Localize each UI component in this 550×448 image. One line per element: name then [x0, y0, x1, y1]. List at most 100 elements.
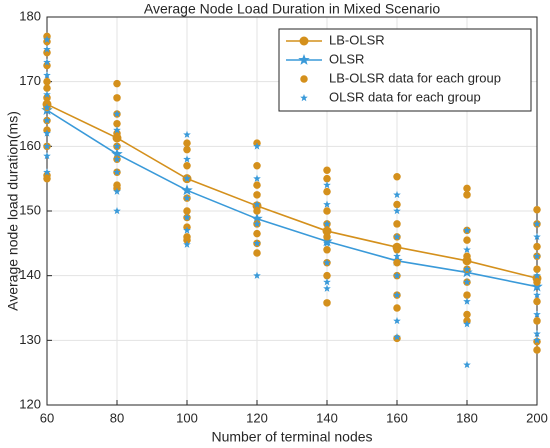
scatter-point	[533, 346, 541, 354]
scatter-point	[253, 219, 261, 228]
scatter-point	[463, 184, 471, 193]
scatter-point	[533, 297, 541, 306]
x-tick-label: 80	[110, 410, 124, 425]
scatter-point	[393, 207, 401, 215]
scatter-point	[533, 291, 541, 299]
y-axis-label: Average node load duration(ms)	[5, 111, 21, 311]
scatter-point	[323, 278, 331, 286]
scatter-point	[183, 213, 191, 221]
scatter-point	[43, 174, 51, 183]
legend-label: LB-OLSR data for each group	[329, 70, 501, 85]
scatter-point	[463, 291, 471, 299]
scatter-point	[533, 336, 541, 344]
legend-label: OLSR	[329, 51, 364, 66]
point-marker	[251, 212, 263, 224]
scatter-point	[183, 155, 191, 163]
y-tick-label: 130	[19, 332, 41, 347]
series-line	[46, 109, 538, 288]
scatter-point	[253, 229, 261, 238]
legend-label: OLSR data for each group	[329, 89, 481, 104]
scatter-point	[323, 187, 331, 196]
scatter-point	[393, 190, 401, 199]
scatter-point	[253, 271, 261, 279]
scatter-point	[43, 168, 51, 176]
scatter-point	[533, 271, 541, 279]
scatter-point	[43, 61, 51, 70]
scatter-point	[393, 258, 401, 267]
legend-symbol	[300, 75, 308, 83]
scatter-point	[393, 252, 401, 260]
scatter-point	[183, 226, 191, 234]
scatter-point	[323, 200, 331, 208]
scatter-point	[323, 181, 331, 189]
x-tick-label: 120	[246, 410, 268, 425]
scatter-point	[113, 142, 121, 150]
scatter-point	[253, 161, 261, 170]
scatter-point	[323, 174, 331, 183]
scatter-point	[533, 205, 541, 214]
scatter-point	[113, 79, 121, 88]
scatter-point	[463, 297, 471, 305]
scatter-point	[533, 242, 541, 251]
scatter-point	[113, 119, 121, 128]
scatter-point	[463, 245, 471, 254]
point-marker	[181, 184, 193, 196]
scatter-point	[533, 310, 541, 318]
series-line	[46, 103, 538, 280]
scatter-point	[113, 94, 121, 102]
scatter-point	[533, 278, 541, 286]
scatter-point	[463, 226, 471, 234]
scatter-point	[183, 194, 191, 202]
scatter-point	[43, 77, 51, 86]
scatter-point	[533, 265, 541, 273]
scatter-point	[393, 220, 401, 228]
scatter-point	[323, 219, 331, 228]
scatter-point	[253, 174, 261, 182]
scatter-point	[323, 207, 331, 215]
x-tick-label: 160	[386, 410, 408, 425]
scatter-point	[113, 129, 121, 138]
scatter-point	[323, 246, 331, 254]
scatter-point	[183, 174, 191, 182]
scatter-point	[463, 265, 471, 273]
scatter-point	[183, 161, 191, 170]
scatter-point	[533, 252, 541, 260]
scatter-point	[183, 240, 191, 248]
x-tick-label: 140	[316, 410, 338, 425]
scatter-point	[43, 90, 51, 98]
y-tick-label: 150	[19, 202, 41, 217]
scatter-point	[463, 252, 471, 261]
scatter-point	[463, 278, 471, 286]
scatter-point	[393, 333, 401, 341]
scatter-point	[463, 360, 471, 369]
scatter-point	[43, 129, 51, 137]
scatter-point	[113, 187, 121, 195]
scatter-point	[43, 48, 51, 57]
legend-box	[278, 28, 532, 112]
chart-title: Average Node Load Duration in Mixed Scen…	[144, 1, 440, 17]
scatter-point	[463, 320, 471, 328]
scatter-point	[393, 271, 401, 279]
scatter-point	[253, 207, 261, 215]
scatter-point	[323, 166, 331, 175]
scatter-point	[533, 232, 541, 241]
y-tick-label: 120	[19, 396, 41, 411]
scatter-point	[533, 219, 541, 228]
scatter-point	[463, 191, 471, 199]
scatter-point	[43, 58, 51, 66]
scatter-point	[253, 200, 261, 208]
scatter-point	[253, 181, 261, 189]
scatter-point	[323, 239, 331, 247]
scatter-point	[393, 232, 401, 241]
y-tick-label: 160	[19, 138, 41, 153]
scatter-point	[393, 304, 401, 312]
scatter-point	[253, 142, 261, 150]
y-tick-label: 180	[19, 8, 41, 23]
scatter-point	[393, 200, 401, 209]
scatter-point	[43, 142, 51, 150]
scatter-point	[323, 271, 331, 280]
legend-symbol	[300, 94, 308, 102]
point-marker	[531, 280, 543, 292]
scatter-point	[183, 130, 191, 138]
